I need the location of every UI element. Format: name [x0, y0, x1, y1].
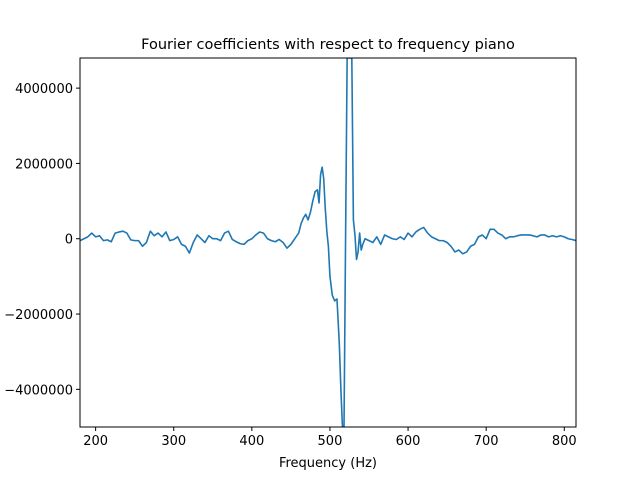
y-axis-ticks: −4000000 −2000000 0 2000000 4000000	[4, 82, 80, 398]
chart-title: Fourier coefficients with respect to fre…	[141, 37, 515, 53]
x-axis-label: Frequency (Hz)	[279, 456, 377, 471]
x-tick-label: 600	[396, 434, 421, 449]
x-tick-label: 300	[161, 434, 186, 449]
x-axis-ticks: 200 300 400 500 600 700 800	[83, 427, 577, 449]
plot-frame	[79, 57, 577, 428]
y-tick-label: −2000000	[4, 308, 73, 323]
x-tick-label: 800	[552, 434, 577, 449]
y-tick-label: 2000000	[15, 157, 73, 172]
series-layer	[80, 58, 576, 427]
x-tick-label: 500	[318, 434, 343, 449]
x-tick-label: 200	[83, 434, 108, 449]
series-line-0	[80, 58, 576, 427]
y-tick-label: −4000000	[4, 383, 73, 398]
y-tick-label: 4000000	[15, 82, 73, 97]
x-tick-label: 400	[239, 434, 264, 449]
y-tick-label: 0	[65, 233, 73, 248]
x-tick-label: 700	[474, 434, 499, 449]
